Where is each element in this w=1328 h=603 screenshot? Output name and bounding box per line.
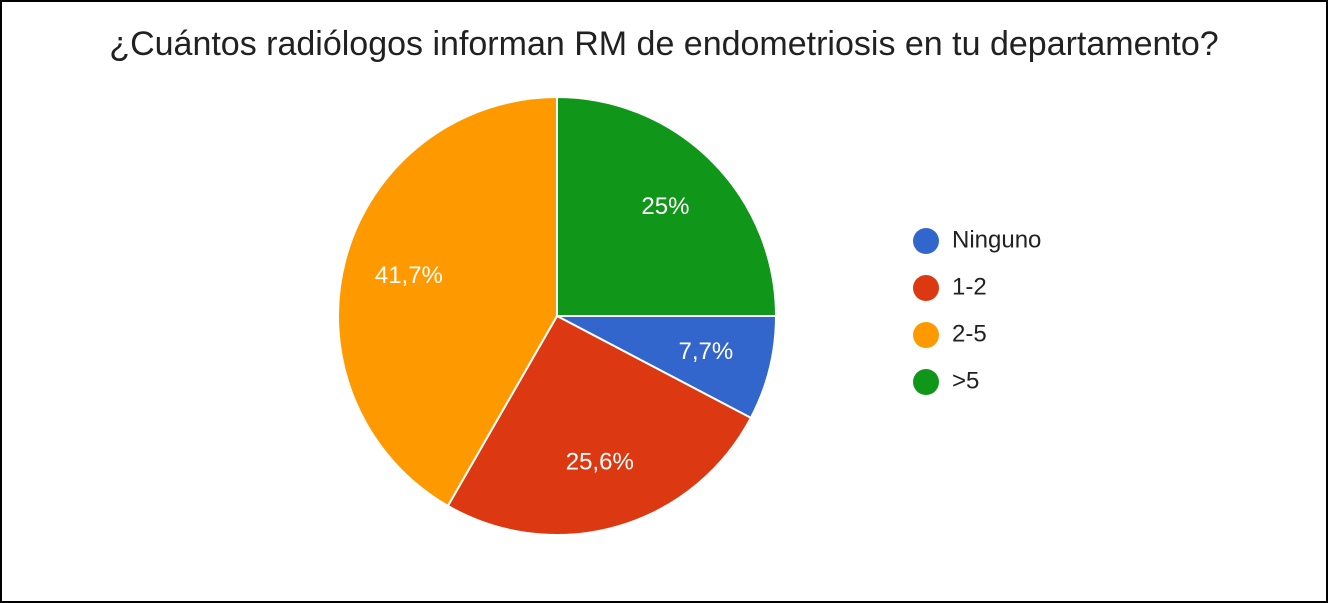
slice-label: 7,7% xyxy=(678,338,733,365)
slice-label: 25,6% xyxy=(566,449,634,476)
chart-title: ¿Cuántos radiólogos informan RM de endom… xyxy=(109,25,1218,63)
legend-swatch xyxy=(913,275,939,301)
legend-label: Ninguno xyxy=(952,226,1041,253)
legend-label: >5 xyxy=(952,367,979,394)
legend-swatch xyxy=(913,322,939,348)
legend-label: 2-5 xyxy=(952,320,987,347)
pie-slice xyxy=(337,95,558,508)
legend-swatch xyxy=(913,228,939,254)
pie-slice xyxy=(446,314,753,536)
slice-label: 41,7% xyxy=(375,262,443,289)
pie-slice xyxy=(556,95,778,317)
legend-label: 1-2 xyxy=(952,273,987,300)
pie-slice xyxy=(556,315,778,420)
legend-swatch xyxy=(913,369,939,395)
slice-label: 25% xyxy=(641,193,689,220)
